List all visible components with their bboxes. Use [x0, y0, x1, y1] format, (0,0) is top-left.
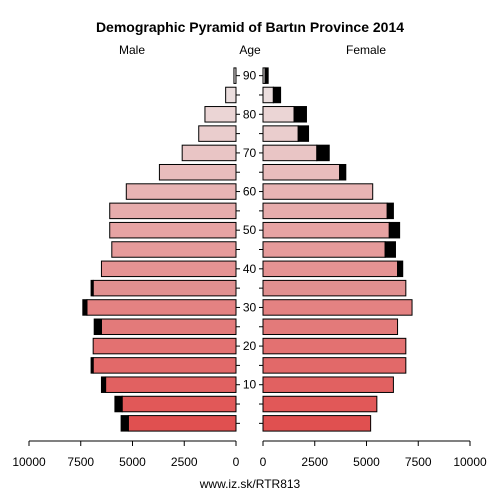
female-x-axis: 0 2500 5000 7500 10000 [260, 440, 487, 469]
male-bar-60-64 [125, 183, 237, 200]
female-bar-35-39 [262, 279, 407, 297]
age-tick-label: 40 [243, 262, 257, 276]
female-bar-50-54 [262, 221, 390, 239]
age-tick-label: 10 [243, 378, 257, 392]
female-bar-25-29 [262, 318, 399, 336]
male-excess-35-39 [90, 279, 94, 297]
age-tick-label: 50 [243, 223, 257, 237]
male-bar-90+ [233, 67, 237, 84]
female-bar-75-79 [262, 125, 299, 142]
age-tick-label: 70 [243, 146, 257, 160]
age-tick-label: 30 [243, 300, 257, 314]
age-tick-label: 20 [243, 339, 257, 353]
female-bar-30-34 [262, 299, 413, 316]
female-excess-55-59 [386, 202, 394, 220]
male-bar-5-9 [121, 395, 237, 413]
female-bar-10-14 [262, 376, 394, 393]
female-excess-40-44 [397, 260, 404, 278]
female-bar-85-89 [262, 86, 274, 104]
female-bar-70-74 [262, 144, 318, 162]
male-x-tick-label: 10000 [12, 455, 46, 469]
male-bar-0-4 [127, 415, 237, 432]
male-bar-65-69 [158, 163, 237, 181]
male-bar-85-89 [225, 86, 237, 104]
female-x-tick-label: 2500 [301, 455, 328, 469]
male-bars [82, 67, 237, 432]
female-bar-60-64 [262, 183, 374, 200]
female-bar-45-49 [262, 241, 386, 258]
male-label: Male [119, 43, 145, 57]
female-excess-50-54 [388, 221, 401, 239]
male-bar-15-19 [92, 357, 237, 374]
male-bar-20-24 [92, 337, 237, 355]
male-bar-50-54 [109, 221, 237, 239]
age-tick-label: 60 [243, 185, 257, 199]
male-bar-40-44 [100, 260, 237, 278]
male-excess-5-9 [114, 395, 123, 413]
female-label: Female [346, 43, 386, 57]
male-x-tick-label: 5000 [119, 455, 146, 469]
female-excess-45-49 [384, 241, 396, 258]
age-axis: 10 20 30 40 50 60 70 80 90 [236, 69, 263, 424]
male-x-tick-label: 0 [233, 455, 240, 469]
male-bar-30-34 [86, 299, 237, 316]
age-tick-label: 90 [243, 69, 257, 83]
female-bar-0-4 [262, 415, 372, 432]
female-excess-75-79 [297, 125, 310, 142]
chart-title: Demographic Pyramid of Bartın Province 2… [96, 19, 404, 35]
age-tick-label: 80 [243, 107, 257, 121]
female-x-tick-label: 5000 [353, 455, 380, 469]
male-x-tick-label: 2500 [171, 455, 198, 469]
female-bar-55-59 [262, 202, 388, 220]
female-bar-5-9 [262, 395, 378, 413]
female-x-tick-label: 7500 [405, 455, 432, 469]
male-bar-25-29 [100, 318, 237, 336]
female-bar-65-69 [262, 163, 341, 181]
female-excess-80-84 [293, 106, 307, 123]
female-x-tick-label: 0 [260, 455, 267, 469]
male-bar-80-84 [204, 106, 237, 123]
age-label: Age [239, 43, 261, 57]
male-excess-25-29 [93, 318, 102, 336]
female-excess-65-69 [339, 163, 347, 181]
male-excess-10-14 [100, 376, 107, 393]
male-bar-10-14 [105, 376, 237, 393]
female-bar-80-84 [262, 106, 295, 123]
female-excess-70-74 [316, 144, 330, 162]
female-bars [262, 67, 413, 432]
male-bar-75-79 [198, 125, 237, 142]
male-bar-70-74 [181, 144, 237, 162]
female-bar-20-24 [262, 337, 407, 355]
male-bar-35-39 [92, 279, 237, 297]
female-bar-15-19 [262, 357, 407, 374]
male-bar-55-59 [109, 202, 237, 220]
male-excess-15-19 [90, 357, 94, 374]
female-x-tick-label: 10000 [453, 455, 487, 469]
female-excess-85-89 [272, 86, 282, 104]
male-x-tick-label: 7500 [67, 455, 94, 469]
female-excess-90+ [264, 67, 269, 84]
male-bar-45-49 [111, 241, 237, 258]
source-url: www.iz.sk/RTR813 [199, 477, 301, 491]
male-x-axis: 10000 7500 5000 2500 0 [12, 440, 240, 469]
male-excess-30-34 [82, 299, 88, 316]
male-excess-0-4 [120, 415, 129, 432]
female-bar-40-44 [262, 260, 399, 278]
